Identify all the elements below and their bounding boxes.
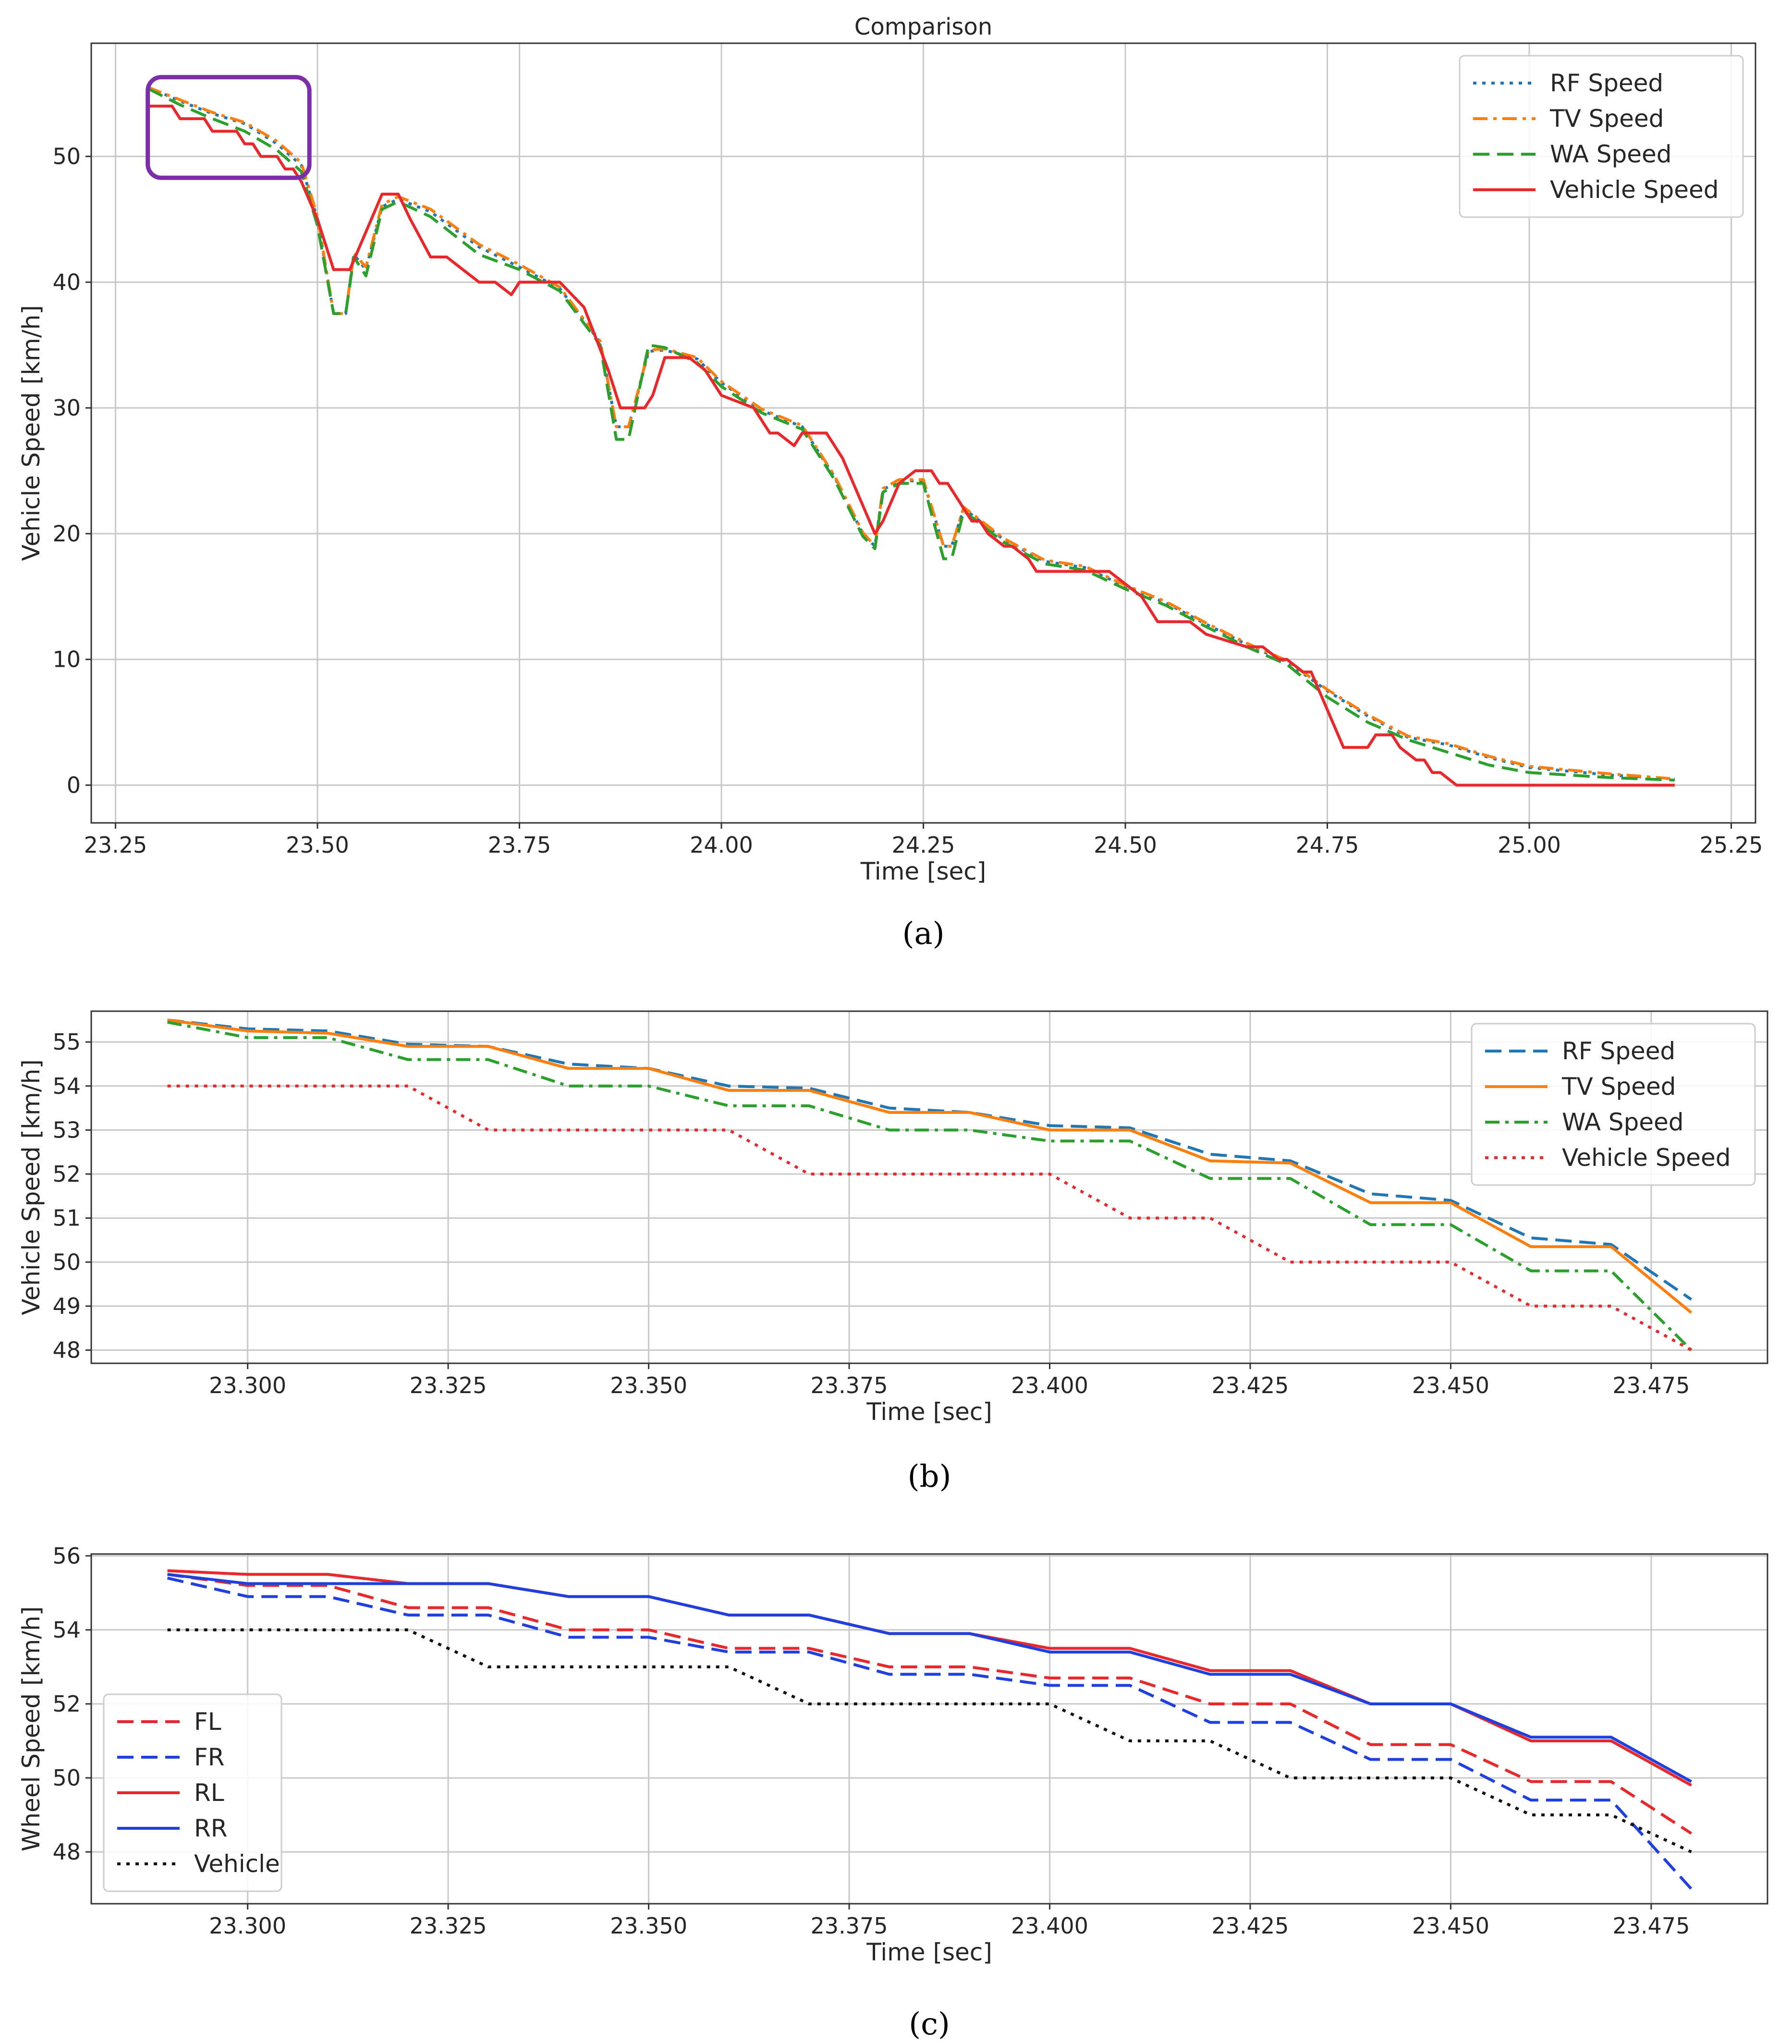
y-tick-label: 56 [52,1543,81,1569]
x-tick-label: 23.400 [1011,1372,1088,1398]
legend-label-vehicle: Vehicle [194,1850,280,1878]
y-tick-label: 10 [52,647,81,673]
plot-area-b [167,1018,1693,1352]
y-tick-label: 55 [52,1029,81,1055]
y-tick-label: 50 [52,1249,81,1275]
legend: RF Speed TV Speed WA Speed Vehicle Speed [1471,1023,1756,1186]
x-tick-label: 25.25 [1700,832,1763,858]
y-tick-label: 30 [52,395,81,421]
y-tick-label: 52 [52,1691,81,1717]
legend-label-rf-speed: RF Speed [1562,1037,1675,1065]
series-line-rr [167,1573,1692,1783]
plot-area-c [167,1569,1693,1890]
x-tick-label: 23.25 [84,832,147,858]
highlight-box [146,75,312,180]
legend: RF Speed TV Speed WA Speed Vehicle Speed [1459,55,1744,218]
y-tick-label: 0 [67,772,81,798]
legend-label-vehicle-speed: Vehicle Speed [1550,176,1719,204]
x-axis-label: Time [sec] [866,1398,992,1426]
x-axis-label: Time [sec] [860,857,987,885]
legend-label-tv-speed: TV Speed [1561,1073,1676,1101]
series-line-fr [167,1577,1693,1890]
y-tick-label: 53 [52,1117,81,1143]
x-tick-label: 23.75 [488,832,551,858]
y-tick-label: 52 [52,1161,81,1187]
y-tick-label: 49 [52,1293,81,1319]
x-tick-label: 23.300 [209,1372,286,1398]
x-tick-label: 23.400 [1011,1913,1088,1939]
series-line-wa-speed [147,87,1675,782]
series-line-vehicle-speed [167,1084,1692,1352]
x-tick-label: 23.450 [1412,1372,1489,1398]
caption-a: (a) [902,916,944,952]
x-tick-label: 23.375 [811,1913,888,1939]
panel-a: 23.25 23.50 23.75 24.00 24.25 24.50 24.75 25.00… [17,13,1763,885]
legend-label-tv-speed: TV Speed [1549,105,1664,133]
x-tick-label: 23.375 [811,1372,888,1398]
y-tick-label: 54 [52,1073,81,1099]
legend-label-fr: FR [194,1743,225,1771]
legend-box [103,1693,282,1892]
legend-box [1459,55,1744,218]
x-tick-label: 23.475 [1612,1913,1690,1939]
caption-c: (c) [909,2007,950,2042]
legend-label-rf-speed: RF Speed [1550,69,1663,97]
x-tick-label: 23.350 [610,1372,687,1398]
legend-box [1471,1023,1756,1186]
y-axis-label: Vehicle Speed [km/h] [17,305,45,561]
series-line-vehicle-speed [147,104,1675,787]
y-tick-label: 20 [52,521,81,547]
x-tick-label: 23.425 [1211,1913,1289,1939]
x-tick-label: 24.25 [892,832,955,858]
y-tick-label: 50 [52,1765,81,1791]
x-tick-label: 23.450 [1412,1913,1489,1939]
x-tick-label: 23.50 [286,832,349,858]
x-tick-label: 23.325 [410,1372,487,1398]
chart-title: Comparison [854,13,992,40]
panel-b: 23.300 23.325 23.350 23.375 23.400 23.425 23.4… [17,1010,1768,1426]
x-tick-label: 23.475 [1612,1372,1690,1398]
series-line-tv-speed [147,86,1675,781]
legend-label-fl: FL [194,1708,221,1736]
legend-label-wa-speed: WA Speed [1550,140,1672,168]
y-axis-label: Wheel Speed [km/h] [17,1606,45,1851]
legend-label-rl: RL [194,1779,224,1807]
y-tick-label: 40 [52,269,81,295]
legend-label-rr: RR [194,1814,227,1842]
series-line-fl [167,1573,1693,1835]
plot-frame [90,1010,1768,1364]
x-axis-label: Time [sec] [866,1938,992,1966]
x-tick-label: 24.00 [690,832,753,858]
y-tick-label: 51 [52,1205,81,1231]
x-tick-label: 24.75 [1296,832,1359,858]
y-tick-label: 48 [52,1337,81,1363]
legend-label-wa-speed: WA Speed [1562,1108,1684,1136]
y-axis-label: Vehicle Speed [km/h] [17,1059,45,1315]
y-tick-label: 48 [52,1839,81,1865]
series-line-tv-speed [167,1018,1693,1314]
legend-label-vehicle-speed: Vehicle Speed [1562,1144,1731,1172]
x-tick-label: 23.425 [1211,1372,1289,1398]
y-tick-label: 50 [52,144,81,170]
x-tick-label: 25.00 [1498,832,1561,858]
x-tick-label: 23.300 [209,1913,286,1939]
x-tick-label: 23.325 [410,1913,487,1939]
plot-area-a [147,86,1675,787]
series-line-vehicle [167,1628,1692,1853]
x-tick-label: 23.350 [610,1913,687,1939]
legend: FL FR RL RR Vehicle [103,1693,282,1892]
panel-c: 23.300 23.325 23.350 23.375 23.400 23.425 23.4… [17,1543,1768,1966]
series-line-rf-speed [167,1018,1693,1301]
caption-b: (b) [908,1459,951,1494]
plot-frame [90,1553,1768,1905]
x-tick-label: 24.50 [1094,832,1157,858]
y-tick-label: 54 [52,1617,81,1643]
